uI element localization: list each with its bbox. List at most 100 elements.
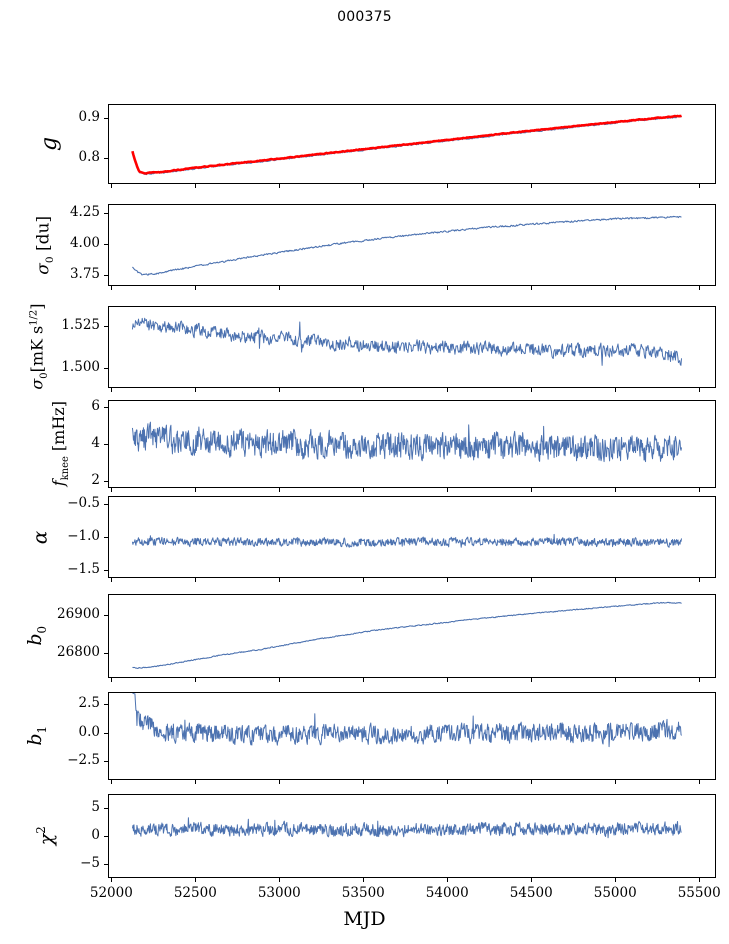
y-tick-mark-f_knee-0: [104, 481, 108, 482]
x-tick-mark-sigma0_du-1: [195, 286, 196, 290]
x-tick-mark-sigma0_mK-1: [195, 388, 196, 392]
x-tick-mark-f_knee-0: [111, 488, 112, 492]
y-tick-mark-sigma0_du-1: [104, 244, 108, 245]
x-tick-mark-b1-1: [195, 780, 196, 784]
x-tick-mark-sigma0_du-0: [111, 286, 112, 290]
x-tick-mark-f_knee-7: [699, 488, 700, 492]
x-tick-label-1: 52500: [173, 885, 217, 901]
x-tick-label-7: 55500: [677, 885, 721, 901]
trace-b0: [132, 601, 682, 669]
x-tick-mark-chi2-2: [279, 878, 280, 882]
x-tick-mark-f_knee-4: [447, 488, 448, 492]
x-tick-mark-chi2-7: [699, 878, 700, 882]
x-tick-mark-sigma0_mK-4: [447, 388, 448, 392]
x-tick-mark-b0-6: [615, 678, 616, 682]
x-tick-mark-b0-0: [111, 678, 112, 682]
y-tick-label-b1-0: −2.5: [67, 751, 100, 768]
y-tick-label-b0-1: 26900: [57, 606, 100, 622]
trace-f_knee: [131, 421, 683, 463]
y-tick-label-f_knee-2: 6: [91, 398, 100, 415]
y-tick-label-b1-1: 0.0: [78, 723, 100, 740]
x-tick-mark-sigma0_mK-3: [363, 388, 364, 392]
y-tick-mark-b0-1: [104, 615, 108, 616]
y-tick-label-b1-2: 2.5: [78, 695, 100, 712]
y-tick-mark-f_knee-1: [104, 444, 108, 445]
x-tick-mark-b1-0: [111, 780, 112, 784]
panel-sigma0_du: [108, 204, 716, 286]
trace-b1: [132, 693, 682, 748]
x-tick-mark-f_knee-1: [195, 488, 196, 492]
x-tick-mark-b0-3: [363, 678, 364, 682]
y-tick-mark-gain-1: [104, 118, 108, 119]
trace-chi2: [131, 817, 682, 839]
panel-sigma0_mK: [108, 306, 716, 388]
y-tick-mark-gain-0: [104, 158, 108, 159]
y-tick-label-gain-0: 0.8: [78, 149, 100, 165]
x-tick-label-2: 53000: [257, 885, 301, 901]
x-tick-mark-b0-7: [699, 678, 700, 682]
y-tick-label-sigma0_du-1: 4.00: [69, 234, 100, 251]
x-tick-mark-sigma0_du-5: [531, 286, 532, 290]
y-axis-label-alpha: α: [27, 530, 52, 544]
trace-sigma0_du: [132, 215, 682, 276]
y-tick-label-chi2-2: 5: [91, 799, 100, 815]
y-tick-mark-b1-2: [104, 704, 108, 705]
y-axis-label-b1: b1: [24, 726, 50, 746]
panel-f_knee: [108, 400, 716, 488]
x-tick-mark-sigma0_mK-7: [699, 388, 700, 392]
x-tick-mark-alpha-4: [447, 578, 448, 582]
x-tick-mark-f_knee-2: [279, 488, 280, 492]
x-tick-mark-chi2-3: [363, 878, 364, 882]
x-tick-label-6: 55000: [593, 885, 637, 901]
x-tick-mark-gain-7: [699, 184, 700, 188]
x-tick-mark-b1-2: [279, 780, 280, 784]
x-tick-mark-alpha-0: [111, 578, 112, 582]
y-tick-mark-b1-0: [104, 761, 108, 762]
y-tick-label-b0-0: 26800: [57, 644, 100, 661]
y-tick-mark-sigma0_mK-0: [104, 368, 108, 369]
x-tick-mark-gain-5: [531, 184, 532, 188]
x-tick-label-3: 53500: [341, 885, 385, 901]
x-tick-mark-f_knee-6: [615, 488, 616, 492]
x-tick-mark-sigma0_mK-6: [615, 388, 616, 392]
y-tick-mark-chi2-1: [104, 836, 108, 837]
x-tick-mark-sigma0_mK-0: [111, 388, 112, 392]
y-tick-mark-alpha-1: [104, 537, 108, 538]
y-tick-label-f_knee-0: 2: [91, 471, 100, 488]
x-tick-mark-b0-4: [447, 678, 448, 682]
y-tick-label-alpha-2: −1.5: [67, 561, 100, 578]
trace-sigma0_mK: [131, 317, 683, 366]
x-tick-mark-gain-2: [279, 184, 280, 188]
y-axis-label-b0: b0: [24, 626, 50, 646]
trace-alpha: [131, 533, 683, 548]
x-tick-mark-gain-0: [111, 184, 112, 188]
x-tick-mark-alpha-1: [195, 578, 196, 582]
y-tick-mark-chi2-0: [104, 864, 108, 865]
y-tick-label-alpha-0: −0.5: [67, 494, 100, 511]
x-tick-mark-sigma0_du-2: [279, 286, 280, 290]
y-tick-label-gain-1: 0.9: [78, 109, 100, 125]
y-tick-label-f_knee-1: 4: [91, 435, 100, 451]
y-tick-mark-chi2-2: [104, 808, 108, 809]
x-tick-mark-chi2-6: [615, 878, 616, 882]
y-tick-mark-f_knee-2: [104, 407, 108, 408]
x-tick-mark-chi2-5: [531, 878, 532, 882]
y-tick-mark-sigma0_du-0: [104, 275, 108, 276]
x-tick-mark-alpha-5: [531, 578, 532, 582]
panel-chi2: [108, 794, 716, 878]
x-tick-mark-b1-5: [531, 780, 532, 784]
x-tick-label-4: 54000: [425, 885, 469, 901]
x-axis-label: MJD: [343, 908, 386, 930]
y-tick-mark-b0-0: [104, 653, 108, 654]
y-tick-mark-sigma0_mK-1: [104, 326, 108, 327]
panel-b1: [108, 692, 716, 780]
x-tick-mark-sigma0_du-3: [363, 286, 364, 290]
x-tick-mark-chi2-1: [195, 878, 196, 882]
x-tick-label-5: 54500: [509, 885, 553, 901]
x-tick-mark-b0-5: [531, 678, 532, 682]
y-tick-label-chi2-1: 0: [91, 827, 100, 843]
x-tick-mark-sigma0_du-4: [447, 286, 448, 290]
y-tick-label-sigma0_du-0: 3.75: [69, 265, 100, 282]
y-tick-mark-sigma0_du-2: [104, 213, 108, 214]
